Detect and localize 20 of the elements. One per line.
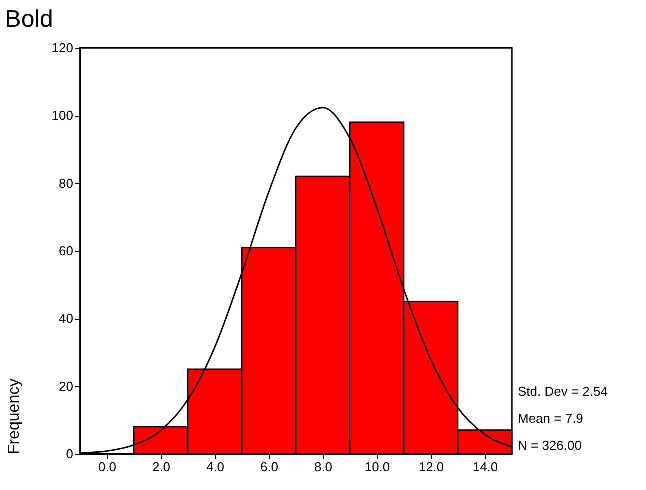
- y-tick-label: 100: [52, 108, 74, 124]
- y-tick-label: 0: [66, 446, 74, 462]
- x-tick-label: 10.0: [364, 460, 390, 474]
- x-tick-label: 0.0: [98, 460, 117, 474]
- y-tick-label: 80: [59, 176, 74, 191]
- y-axis-title: Frequency: [6, 378, 23, 454]
- x-tick-label: 6.0: [260, 460, 279, 474]
- x-tick-label: 2.0: [152, 460, 171, 474]
- y-tick-label: 40: [59, 311, 74, 326]
- y-tick-label: 60: [59, 244, 74, 258]
- x-tick-label: 4.0: [206, 460, 225, 474]
- y-tick-label: 20: [59, 378, 74, 394]
- x-tick-label: 12.0: [418, 460, 444, 474]
- y-tick-label: 120: [52, 40, 74, 56]
- x-tick-label: 14.0: [472, 460, 498, 474]
- text: Mean = 7.9: [518, 411, 584, 426]
- x-tick-label: 8.0: [314, 460, 333, 474]
- text: Std. Dev = 2.54: [518, 384, 608, 399]
- text: N = 326.00: [518, 438, 582, 453]
- chart-title: Bold: [5, 6, 54, 33]
